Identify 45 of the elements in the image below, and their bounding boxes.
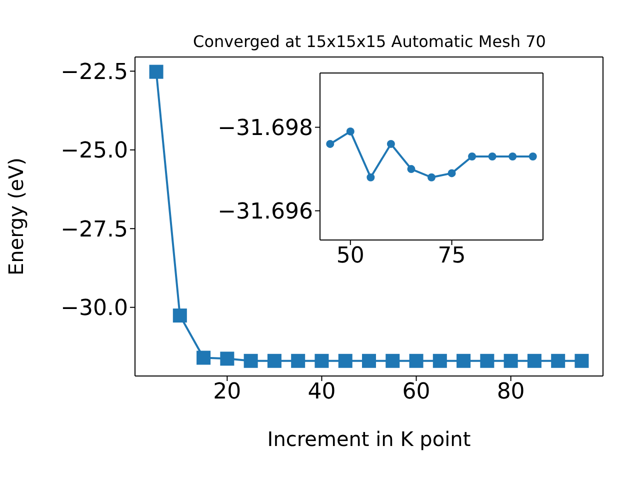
point: [244, 354, 258, 368]
x-tick-label: 75: [438, 244, 466, 269]
y-tick-label: −31.696: [218, 200, 313, 225]
point: [456, 354, 471, 368]
point: [488, 152, 496, 160]
point: [428, 173, 436, 182]
y-tick-label: −27.5: [60, 217, 128, 242]
point: [480, 354, 494, 368]
x-axis-title: Increment in K point: [267, 427, 471, 451]
x-tick-label: 40: [308, 380, 336, 405]
point: [528, 152, 537, 160]
point: [346, 127, 354, 136]
point: [172, 308, 187, 323]
y-tick-label: −22.5: [60, 60, 128, 85]
point: [448, 169, 456, 178]
point: [326, 140, 334, 148]
point: [504, 354, 518, 368]
point: [409, 354, 424, 368]
point: [468, 152, 476, 160]
y-tick-label: −25.0: [60, 138, 128, 164]
x-tick-label: 20: [213, 380, 242, 405]
chart-title: Converged at 15x15x15 Automatic Mesh 70: [192, 32, 547, 51]
point: [551, 354, 566, 368]
point: [386, 354, 400, 368]
point: [508, 152, 517, 160]
x-tick-label: 50: [336, 244, 364, 269]
point: [574, 354, 589, 368]
point: [149, 64, 164, 79]
point: [362, 354, 376, 368]
y-axis-title: Energy (eV): [4, 158, 28, 276]
point: [432, 354, 447, 368]
point: [196, 350, 211, 365]
point: [527, 354, 542, 368]
point: [314, 354, 329, 368]
point: [220, 352, 234, 366]
point: [366, 173, 375, 182]
point: [407, 165, 416, 174]
point: [338, 354, 352, 368]
point: [267, 354, 282, 368]
point: [386, 140, 395, 148]
x-tick-label: 80: [496, 380, 525, 405]
point: [291, 354, 306, 368]
x-tick-label: 60: [402, 380, 430, 405]
y-tick-label: −31.698: [218, 116, 313, 142]
y-tick-label: −30.0: [60, 296, 128, 322]
